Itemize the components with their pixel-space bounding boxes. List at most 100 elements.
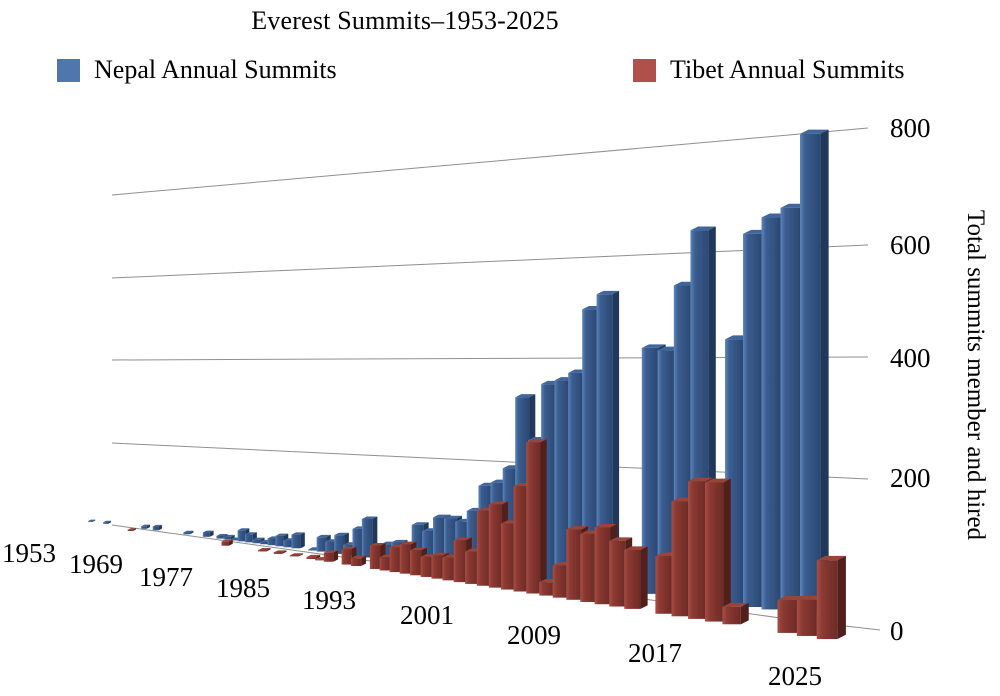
bar-tibet-1995 <box>389 547 401 573</box>
bar-nepal-1979-top <box>244 532 257 535</box>
bar-tibet-1982-top <box>273 550 287 553</box>
bar-nepal-1993-top <box>361 516 378 520</box>
bar-nepal-1973-top <box>202 530 214 533</box>
bar-tibet-2014 <box>624 549 641 609</box>
bar-tibet-1991 <box>350 558 362 566</box>
bar-nepal-1973-side <box>209 530 214 537</box>
bar-tibet-2012-top <box>594 524 618 528</box>
bar-nepal-1982 <box>267 538 276 546</box>
bar-tibet-1960-side <box>132 528 137 531</box>
bar-tibet-1991-top <box>350 555 367 559</box>
gridline-800 <box>111 127 869 196</box>
bars <box>88 129 846 640</box>
bar-nepal-1999 <box>422 530 435 566</box>
bar-tibet-1987 <box>314 559 325 561</box>
bar-nepal-2024 <box>780 207 801 612</box>
bar-tibet-1997-top <box>410 547 428 551</box>
tibet-legend-label: Tibet Annual Summits <box>670 55 905 84</box>
bar-tibet-1982-side <box>282 550 287 554</box>
bar-tibet-2020 <box>722 606 741 625</box>
bar-nepal-1965-side <box>158 524 162 531</box>
bar-tibet-2010-top <box>566 526 588 530</box>
y-tick-label-400: 400 <box>890 343 931 373</box>
y-tick-label-800: 800 <box>890 113 931 143</box>
bar-tibet-2017 <box>671 501 689 617</box>
bar-tibet-1986 <box>306 557 316 560</box>
bar-nepal-2013-top <box>596 290 620 295</box>
bar-nepal-2017 <box>657 350 675 596</box>
bar-tibet-2013 <box>609 540 626 607</box>
bar-tibet-2004 <box>488 504 503 588</box>
bar-tibet-1984-side <box>298 553 304 557</box>
bar-nepal-1978 <box>237 530 246 542</box>
bar-tibet-1996 <box>399 544 412 574</box>
bar-tibet-2018-top <box>688 477 714 482</box>
bar-tibet-2019 <box>705 482 724 622</box>
y-tick-label-200: 200 <box>890 463 931 493</box>
x-axis-label-1985: 1985 <box>216 573 270 603</box>
bar-nepal-2000-top <box>432 514 451 518</box>
y-tick-label-600: 600 <box>890 230 931 260</box>
bar-nepal-1990 <box>334 535 345 554</box>
bar-tibet-1988-top <box>323 550 339 553</box>
bar-tibet-2020-top <box>722 602 749 607</box>
bar-nepal-2016 <box>641 347 659 594</box>
bar-tibet-2018 <box>688 481 706 619</box>
bar-nepal-1987 <box>308 549 318 551</box>
bar-nepal-2010 <box>554 380 570 583</box>
bar-nepal-2019-top <box>690 226 716 231</box>
bar-tibet-2011 <box>580 533 596 602</box>
bar-nepal-1963 <box>141 526 147 529</box>
bar-nepal-1953-side <box>92 519 96 522</box>
bar-tibet-2007 <box>526 442 541 594</box>
bar-nepal-1984 <box>283 540 293 548</box>
bar-nepal-1973 <box>202 532 210 537</box>
bar-tibet-1998 <box>420 556 433 577</box>
bar-nepal-1953-top <box>88 519 96 522</box>
bar-nepal-1956-side <box>107 520 111 524</box>
x-axis-label-1993: 1993 <box>302 585 356 615</box>
bar-nepal-2022 <box>743 233 762 608</box>
x-axis-label-1953: 1953 <box>2 538 56 568</box>
bar-tibet-1999-top <box>431 552 449 556</box>
bar-tibet-2007-top <box>526 439 547 443</box>
bar-tibet-2019-top <box>705 478 731 483</box>
y-axis-title: Total summits member and hired <box>962 209 989 541</box>
bar-tibet-2024 <box>796 599 817 636</box>
x-axis-label-2009: 2009 <box>507 620 561 650</box>
bar-nepal-2013 <box>596 294 613 588</box>
bar-nepal-1965 <box>152 526 159 531</box>
bar-tibet-1982 <box>273 552 283 554</box>
bar-nepal-2001-top <box>444 515 462 519</box>
bar-nepal-1975-top <box>216 534 228 536</box>
bar-nepal-1953 <box>88 521 93 522</box>
bar-tibet-2019-side <box>723 478 731 622</box>
bar-nepal-1998-top <box>411 522 429 525</box>
bar-tibet-1980-top <box>258 547 271 551</box>
x-axis-label-1969: 1969 <box>69 549 123 579</box>
bar-tibet-1980-side <box>266 547 271 552</box>
bar-nepal-1963-top <box>141 524 151 527</box>
bar-nepal-1965-top <box>152 524 162 527</box>
bar-tibet-1999 <box>431 555 444 579</box>
bar-tibet-2014-side <box>640 546 648 609</box>
bar-nepal-1992 <box>352 528 363 557</box>
legend-item-nepal: Nepal Annual Summits <box>57 55 337 85</box>
bar-tibet-1975 <box>221 541 229 546</box>
bar-tibet-1990-top <box>341 546 357 550</box>
bar-nepal-2016-top <box>641 344 666 348</box>
bar-nepal-1975 <box>216 535 224 539</box>
bar-tibet-1986-top <box>306 554 321 558</box>
bar-tibet-1988 <box>323 552 334 562</box>
bar-tibet-2013-top <box>609 537 633 541</box>
nepal-legend-label: Nepal Annual Summits <box>94 55 337 84</box>
bar-nepal-1956 <box>103 522 108 524</box>
bar-nepal-2012 <box>582 309 598 587</box>
bar-tibet-1994 <box>379 557 391 571</box>
nepal-legend-swatch <box>57 58 80 82</box>
bar-tibet-2001 <box>453 540 467 583</box>
x-axis-label-2025: 2025 <box>768 661 822 691</box>
x-axis-label-2001: 2001 <box>400 600 454 630</box>
bar-nepal-2013-side <box>612 290 620 588</box>
